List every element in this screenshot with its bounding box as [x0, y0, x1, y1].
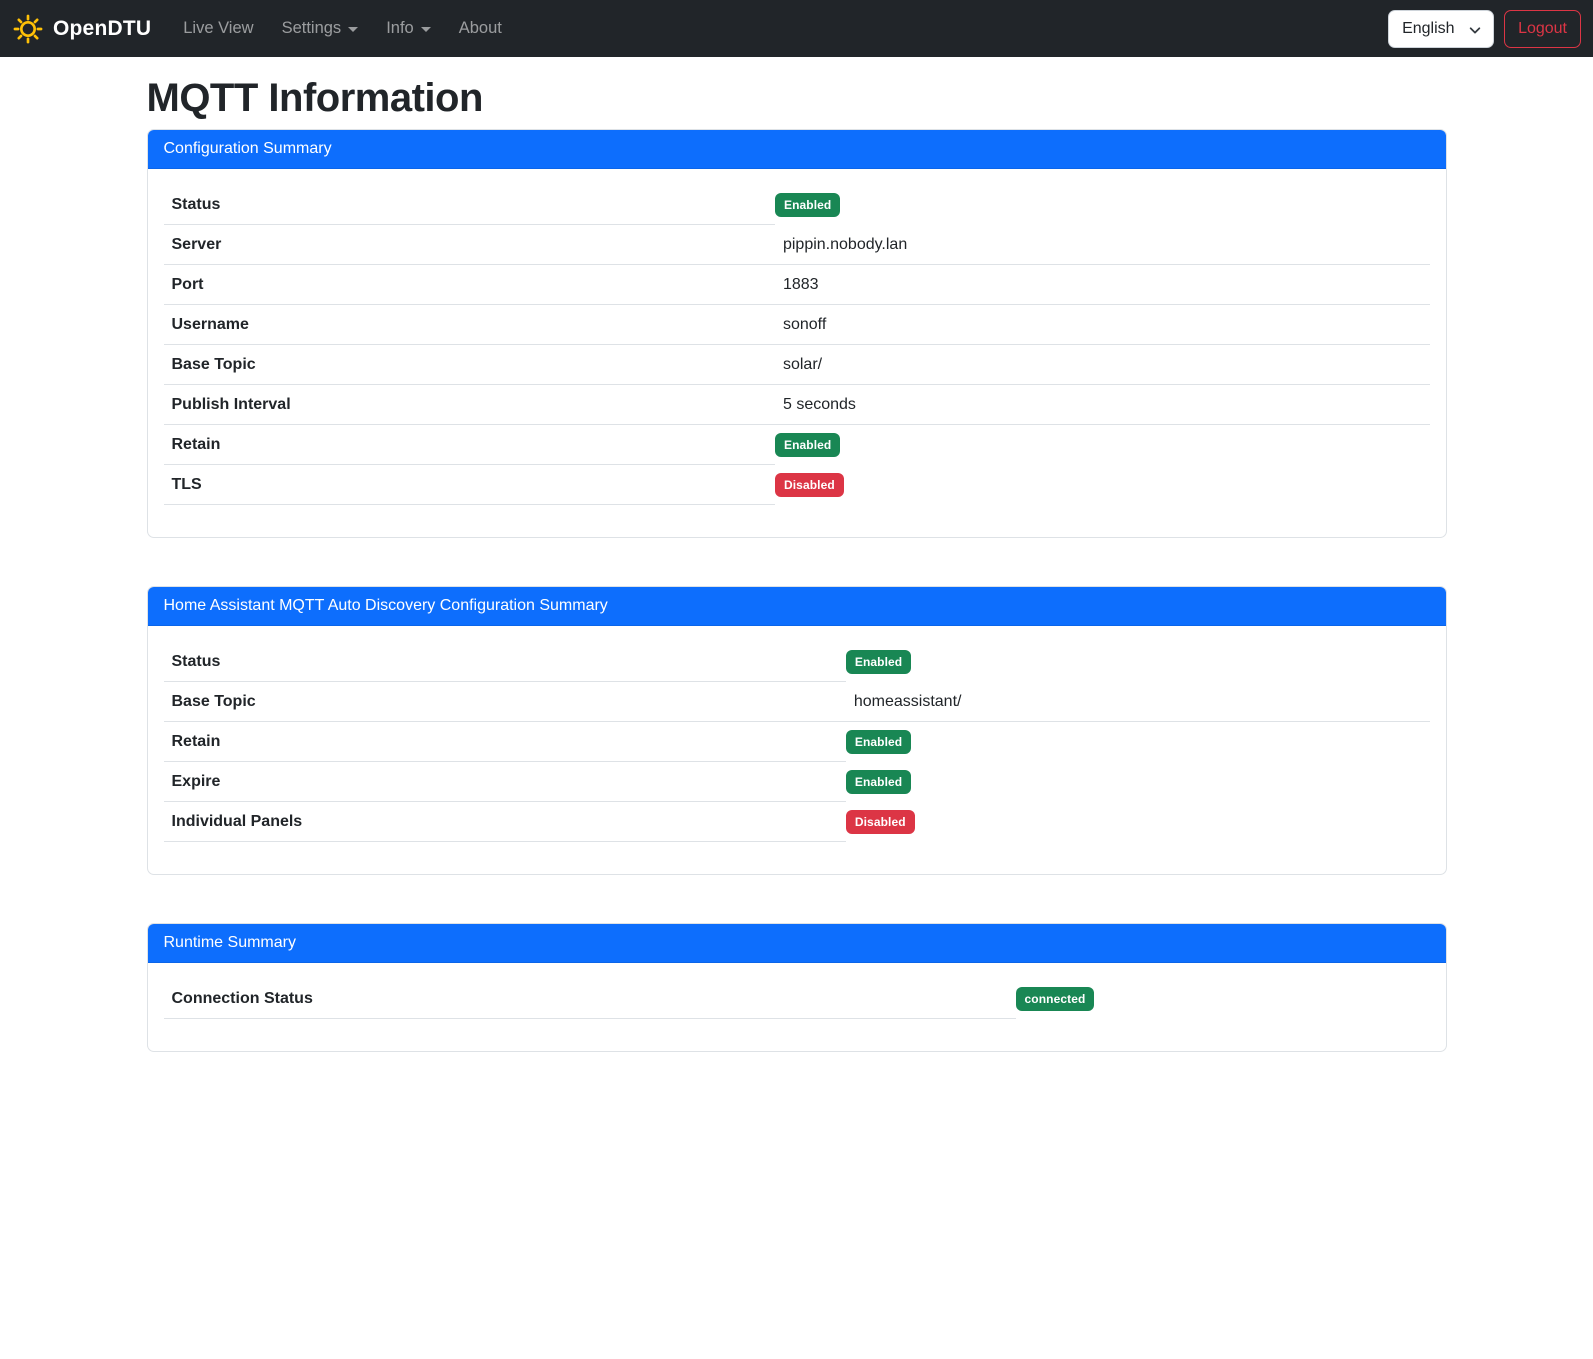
info-row: Publish Interval 5 seconds — [163, 385, 1430, 425]
row-value-cell: homeassistant/ — [845, 682, 1430, 722]
row-value-badge-cell: Enabled — [845, 762, 1430, 802]
status-badge: Enabled — [774, 193, 841, 217]
brand-label: OpenDTU — [53, 16, 152, 40]
row-value-badge-cell: Enabled — [845, 722, 1430, 762]
status-badge: Enabled — [774, 433, 841, 457]
card-header: Home Assistant MQTT Auto Discovery Confi… — [147, 587, 1446, 626]
status-badge: Disabled — [774, 473, 844, 497]
nav-item-label: About — [458, 19, 502, 37]
status-badge: Enabled — [845, 770, 912, 794]
nav-item-settings[interactable]: Settings — [268, 11, 373, 46]
row-value-cell: pippin.nobody.lan — [774, 225, 1430, 265]
status-badge: Enabled — [845, 730, 912, 754]
row-value-cell: solar/ — [774, 345, 1430, 385]
row-label: Username — [163, 305, 775, 345]
status-badge: Enabled — [845, 650, 912, 674]
row-label: Publish Interval — [163, 385, 775, 425]
card-body: Status Enabled Base Topic homeassistant/Ret… — [148, 626, 1446, 874]
card-body: Connection Status connected — [148, 963, 1446, 1051]
card-runtime-summary: Runtime Summary Connection Status connect… — [146, 923, 1447, 1052]
navbar: OpenDTU Live View Settings Info About En… — [0, 0, 1593, 57]
row-label: Retain — [163, 425, 775, 465]
info-row: Connection Status connected — [163, 979, 1430, 1019]
info-row: Server pippin.nobody.lan — [163, 225, 1430, 265]
info-row: Retain Enabled — [163, 722, 1430, 762]
row-value-badge-cell: connected — [1015, 979, 1430, 1019]
card-configuration-summary: Configuration Summary Status Enabled Serve… — [146, 129, 1447, 538]
row-label: TLS — [163, 465, 775, 505]
caret-down-icon — [420, 27, 431, 32]
info-row: Retain Enabled — [163, 425, 1430, 465]
row-value-badge-cell: Enabled — [774, 425, 1430, 465]
sun-icon — [12, 13, 44, 45]
chevron-down-icon — [1469, 26, 1481, 33]
brand[interactable]: OpenDTU — [12, 13, 151, 45]
row-value-cell: 1883 — [774, 265, 1430, 305]
language-select[interactable]: English — [1388, 9, 1495, 48]
info-row: Port 1883 — [163, 265, 1430, 305]
status-badge: Disabled — [845, 810, 915, 834]
card-header: Runtime Summary — [147, 924, 1446, 963]
row-label: Individual Panels — [163, 802, 846, 842]
row-label: Expire — [163, 762, 846, 802]
info-row: TLS Disabled — [163, 465, 1430, 505]
status-badge: connected — [1015, 987, 1095, 1011]
row-label: Base Topic — [163, 345, 775, 385]
info-row: Status Enabled — [163, 185, 1430, 225]
logout-button[interactable]: Logout — [1504, 9, 1581, 48]
caret-down-icon — [348, 27, 359, 32]
row-label: Server — [163, 225, 775, 265]
row-value-badge-cell: Enabled — [845, 642, 1430, 682]
card-header: Configuration Summary — [147, 130, 1446, 169]
row-label: Port — [163, 265, 775, 305]
row-value-cell: sonoff — [774, 305, 1430, 345]
card-hass-discovery-summary: Home Assistant MQTT Auto Discovery Confi… — [146, 586, 1447, 875]
info-row: Base Topic solar/ — [163, 345, 1430, 385]
info-row: Expire Enabled — [163, 762, 1430, 802]
info-row: Username sonoff — [163, 305, 1430, 345]
row-label: Base Topic — [163, 682, 846, 722]
language-select-value: English — [1402, 19, 1455, 37]
page-title: MQTT Information — [146, 76, 484, 120]
row-value-badge-cell: Disabled — [845, 802, 1430, 842]
nav-links: Live View Settings Info About — [169, 11, 516, 46]
info-row: Individual Panels Disabled — [163, 802, 1430, 842]
nav-item-live-view[interactable]: Live View — [169, 11, 267, 46]
row-label: Status — [163, 642, 846, 682]
nav-item-about[interactable]: About — [445, 11, 516, 46]
main-container: MQTT Information Configuration Summary S… — [146, 76, 1447, 1052]
row-value-cell: 5 seconds — [774, 385, 1430, 425]
row-value-badge-cell: Enabled — [774, 185, 1430, 225]
row-label: Status — [163, 185, 775, 225]
row-label: Retain — [163, 722, 846, 762]
row-value-badge-cell: Disabled — [774, 465, 1430, 505]
info-row: Base Topic homeassistant/ — [163, 682, 1430, 722]
nav-item-info[interactable]: Info — [372, 11, 445, 46]
row-label: Connection Status — [163, 979, 1016, 1019]
navbar-right: English Logout — [1388, 9, 1581, 48]
nav-item-label: Info — [386, 19, 414, 37]
info-row: Status Enabled — [163, 642, 1430, 682]
card-body: Status Enabled Server pippin.nobody.lan Port… — [148, 169, 1446, 537]
nav-item-label: Live View — [183, 19, 254, 37]
nav-item-label: Settings — [281, 19, 342, 37]
